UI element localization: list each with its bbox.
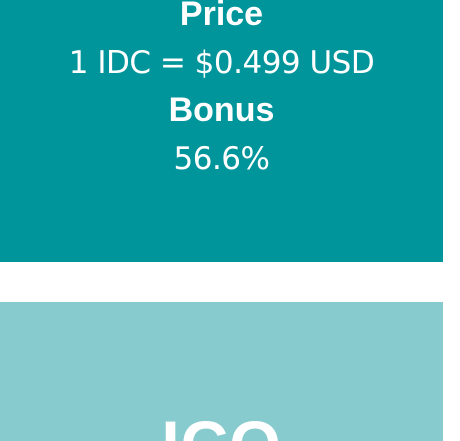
current-stage-panel: Price 1 IDC = $0.499 USD Bonus 56.6% — [0, 0, 443, 262]
price-value: 1 IDC = $0.499 USD — [68, 45, 375, 81]
bonus-value: 56.6% — [173, 141, 270, 177]
ico-stage-title: ICO — [0, 406, 443, 441]
ico-stage-panel: ICO — [0, 302, 443, 441]
price-label: Price — [179, 0, 264, 33]
bonus-label: Bonus — [168, 91, 275, 129]
